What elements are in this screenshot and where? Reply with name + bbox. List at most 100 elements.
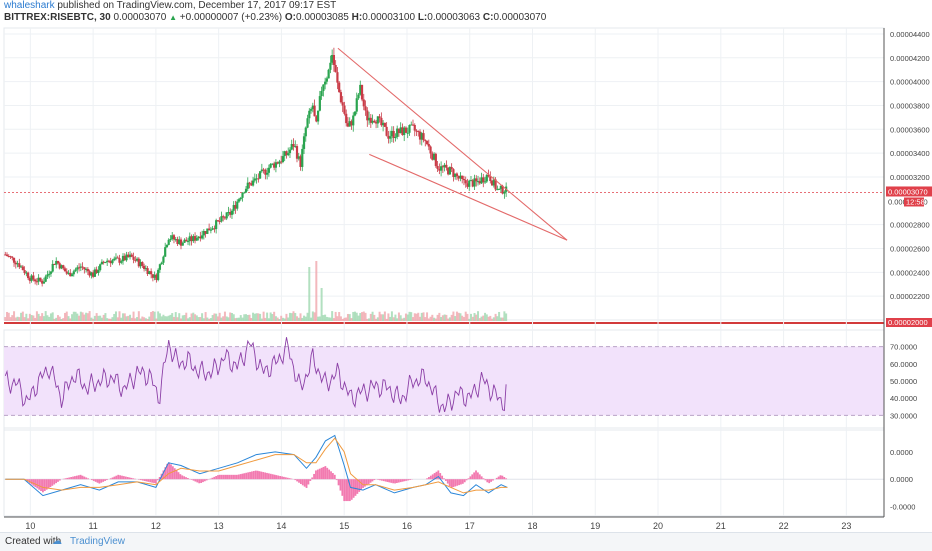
candle-body [426, 141, 428, 144]
volume-bar [359, 313, 361, 321]
macd-histogram-bar [99, 479, 101, 483]
candle-body [243, 192, 245, 193]
candle-body [252, 181, 254, 186]
volume-bar [83, 315, 85, 321]
macd-histogram-bar [68, 477, 70, 479]
volume-bar [266, 313, 268, 321]
macd-histogram-bar [294, 479, 296, 480]
volume-bar [496, 316, 498, 321]
volume-bar [315, 261, 317, 321]
volume-bar [292, 311, 294, 321]
candle-body [379, 116, 381, 118]
macd-histogram-bar [55, 479, 57, 483]
volume-bar [46, 315, 48, 321]
volume-bar [117, 317, 119, 321]
volume-bar [245, 314, 247, 321]
volume-bar [345, 318, 347, 321]
macd-histogram-bar [383, 479, 385, 481]
volume-bar [366, 319, 368, 321]
day-tick-label: 13 [214, 521, 224, 531]
volume-bar [472, 317, 474, 321]
price-tick-label: 0.00002200 [890, 292, 930, 301]
macd-histogram-bar [185, 477, 187, 479]
macd-histogram-bar [106, 479, 108, 480]
macd-histogram-bar [202, 479, 204, 482]
macd-histogram-bar [398, 479, 400, 482]
tradingview-brand[interactable]: TradingView [70, 533, 125, 551]
candle-body [354, 112, 356, 116]
macd-histogram-bar [291, 479, 293, 480]
macd-histogram-bar [479, 474, 481, 479]
volume-bar [459, 313, 461, 321]
tradingview-cloud-icon: ☁ [52, 533, 62, 551]
volume-bar [484, 313, 486, 321]
macd-histogram-bar [341, 479, 343, 496]
volume-bar [410, 312, 412, 321]
volume-bar [249, 315, 251, 321]
rsi-tick-label: 60.0000 [890, 360, 917, 369]
volume-bar [417, 313, 419, 321]
candle-body [222, 216, 224, 217]
volume-bar [375, 319, 377, 321]
candle-body [436, 166, 438, 169]
macd-histogram-bar [80, 475, 82, 479]
candle-body [215, 220, 217, 229]
macd-histogram-bar [74, 476, 76, 479]
candle-body [475, 178, 477, 181]
volume-bar [152, 311, 154, 321]
volume-bar [495, 314, 497, 321]
volume-bar [34, 318, 36, 321]
volume-bar [307, 313, 309, 321]
candle-body [52, 264, 54, 272]
volume-bar [78, 316, 80, 321]
rsi-tick-label: 70.0000 [890, 343, 917, 352]
candle-body [310, 109, 312, 111]
volume-bar [155, 318, 157, 321]
candle-body [32, 275, 34, 279]
price-tick-label: 0.00003600 [890, 125, 930, 134]
macd-histogram-bar [328, 470, 330, 480]
volume-bar [182, 315, 184, 321]
candle-body [50, 272, 52, 274]
candle-body [463, 179, 465, 180]
candle-body [113, 259, 115, 260]
volume-bar [8, 313, 10, 321]
volume-bar [275, 316, 277, 321]
high-label: H: [352, 12, 363, 23]
candle-body [386, 127, 388, 136]
candle-body [168, 240, 170, 245]
macd-histogram-bar [394, 479, 396, 483]
volume-bar [122, 313, 124, 321]
volume-bar [194, 314, 196, 321]
candle-body [39, 278, 41, 281]
volume-bar [356, 313, 358, 321]
macd-histogram-bar [247, 472, 249, 479]
volume-bar [329, 318, 331, 321]
volume-bar [252, 313, 254, 321]
volume-bar [298, 318, 300, 321]
macd-histogram-bar [149, 479, 151, 482]
candles [4, 48, 507, 287]
volume-bar [431, 315, 433, 321]
volume-bar [164, 316, 166, 321]
candle-body [335, 65, 337, 72]
volume-bar [324, 315, 326, 321]
macd-histogram-bar [332, 473, 334, 479]
macd-histogram-bar [102, 479, 104, 482]
volume-bar [220, 318, 222, 321]
author-link[interactable]: whaleshark [4, 0, 55, 11]
volume-bar [301, 318, 303, 321]
macd-histogram-bar [125, 477, 127, 480]
macd-histogram-bar [44, 479, 46, 491]
rsi-band-fill [4, 347, 884, 416]
volume-bar [312, 311, 314, 321]
macd-histogram-bar [260, 472, 262, 480]
macd-histogram-bar [50, 479, 52, 487]
low-value: 0.00003063 [427, 12, 480, 23]
macd-histogram-bar [492, 479, 494, 480]
macd-histogram-bar [338, 479, 340, 485]
candle-body [394, 137, 396, 138]
macd-histogram-bar [95, 479, 97, 482]
volume-bar [379, 312, 381, 321]
